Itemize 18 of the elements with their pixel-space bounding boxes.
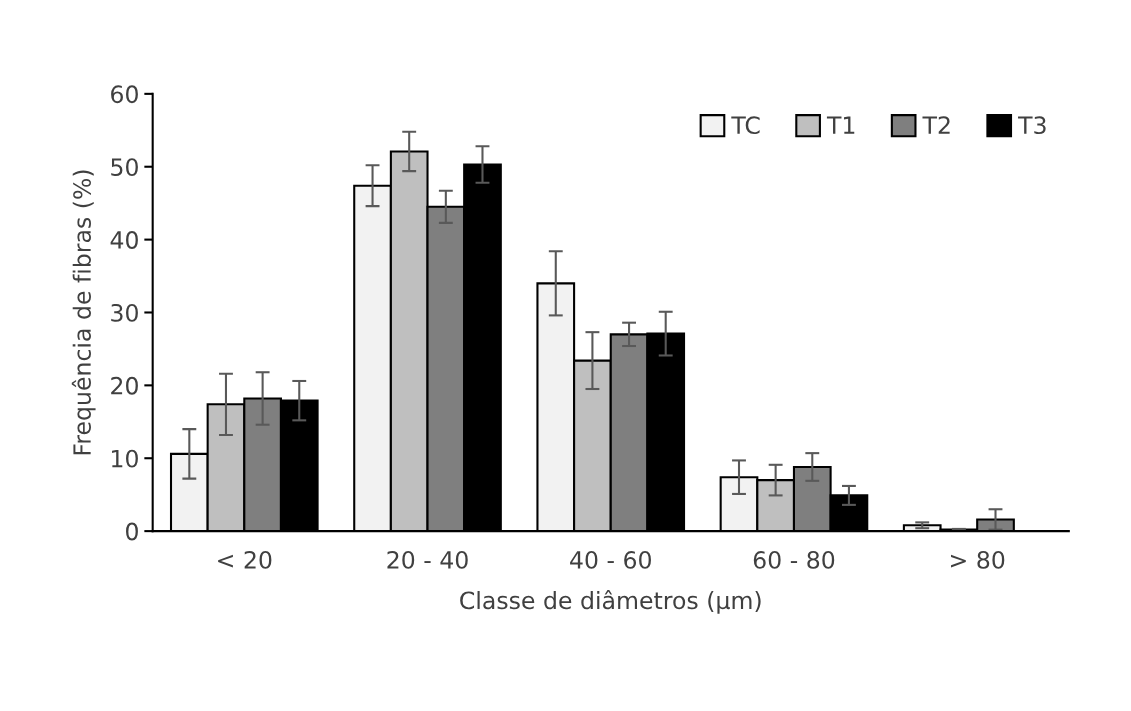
legend-label: T3 [1018,116,1046,135]
y-tick-label: 50 [111,158,138,177]
legend-label: T2 [922,116,950,134]
y-axis-title: Frequência de fibras (%) [71,170,96,455]
x-tick-label: 60 - 80 [753,550,835,569]
y-tick-label: 20 [111,376,138,395]
x-tick-label: 40 - 60 [570,550,651,569]
y-tick-label: 10 [112,449,138,468]
x-tick-label: < 20 [218,550,272,569]
x-axis-title: Classe de diâmetros (µm) [460,590,761,614]
y-tick-label: 40 [110,231,138,249]
legend-label: T1 [826,116,855,134]
legend-label: TC [731,116,760,135]
y-tick-label: 60 [111,85,138,104]
y-tick-label: 0 [126,522,138,541]
x-tick-label: 20 - 40 [387,550,468,569]
x-tick-label: > 80 [951,550,1005,569]
y-tick-label: 30 [111,303,138,322]
